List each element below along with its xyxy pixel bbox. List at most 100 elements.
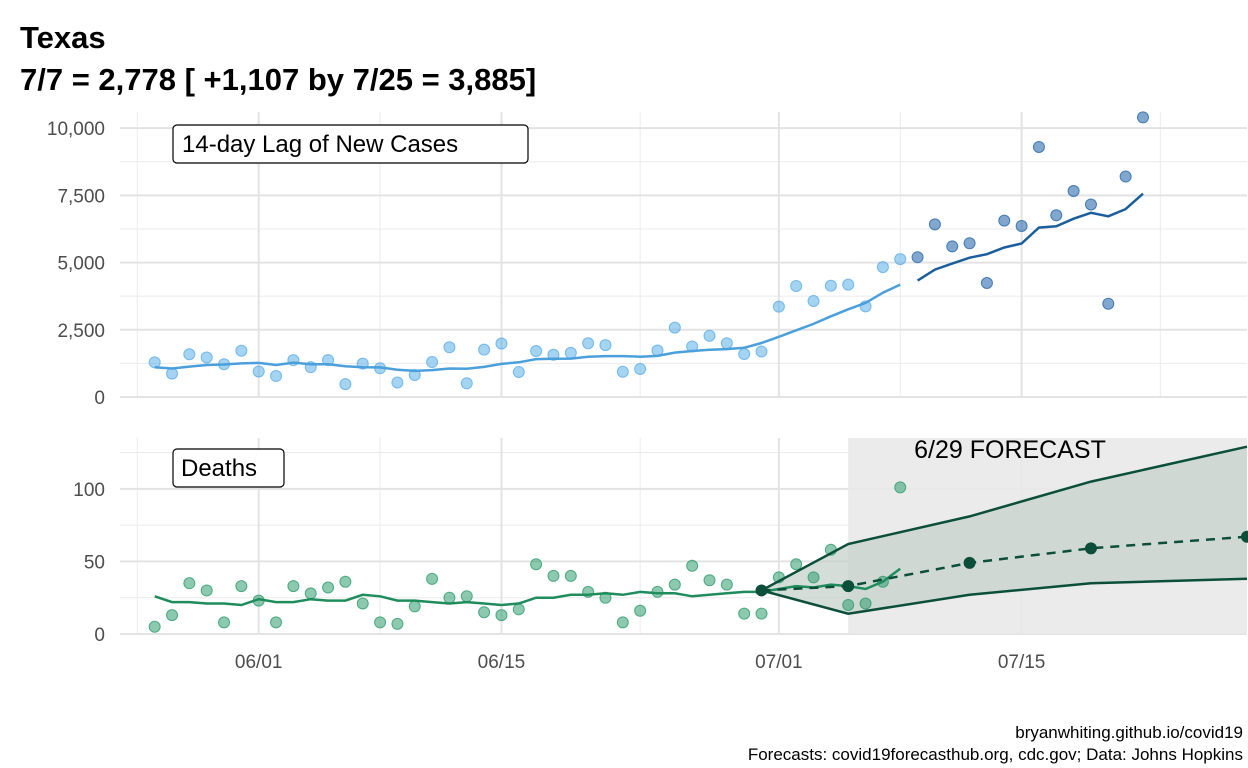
deaths-point xyxy=(859,597,872,610)
forecast-upper-bound xyxy=(760,445,1248,592)
caption-forecasts: Forecasts: covid19forecasthub.org, cdc.g… xyxy=(748,745,1243,764)
deaths-point xyxy=(738,607,751,620)
cases-forecast-point xyxy=(980,277,993,289)
x-tick-label: 07/01 xyxy=(755,652,803,673)
deaths-point xyxy=(668,578,681,591)
deaths-label-text: Deaths xyxy=(181,455,257,482)
cases-panel: 0 2,500 5,000 7,500 10,000 xyxy=(47,111,1247,409)
deaths-panel-label: Deaths xyxy=(172,448,285,488)
deaths-point xyxy=(460,590,473,603)
cases-point xyxy=(478,343,491,356)
deaths-point xyxy=(218,616,231,629)
x-tick-label: 06/15 xyxy=(478,652,526,673)
cases-point xyxy=(616,365,629,378)
y-tick-label: 7,500 xyxy=(57,186,105,207)
cases-label-box xyxy=(172,124,529,164)
cases-point xyxy=(755,345,768,358)
deaths-point xyxy=(790,558,803,571)
forecast-label: 6/29 FORECAST xyxy=(914,436,1106,464)
cases-panel-label: 14-day Lag of New Cases xyxy=(172,124,529,164)
deaths-point xyxy=(235,580,248,593)
forecast-point xyxy=(842,580,855,593)
deaths-point xyxy=(894,481,907,494)
cases-point xyxy=(495,337,508,350)
deaths-point xyxy=(634,604,647,617)
caption-source: bryanwhiting.github.io/covid19 xyxy=(1015,723,1243,742)
cases-point xyxy=(512,365,525,378)
cases-point xyxy=(807,295,820,308)
deaths-point xyxy=(339,575,352,588)
deaths-point xyxy=(287,580,300,593)
deaths-point xyxy=(304,587,317,600)
deaths-point xyxy=(443,591,456,604)
x-tick-label: 07/15 xyxy=(998,652,1046,673)
cases-forecast-point xyxy=(1050,209,1063,222)
cases-point xyxy=(634,363,647,376)
cases-point xyxy=(790,279,803,292)
cases-point xyxy=(148,356,161,369)
cases-point xyxy=(530,345,543,358)
cases-point xyxy=(391,376,404,389)
x-axis: 06/01 06/15 07/01 07/15 xyxy=(235,652,1045,673)
deaths-point xyxy=(322,581,335,594)
x-tick-label: 06/01 xyxy=(235,652,283,673)
y-tick-label: 10,000 xyxy=(47,119,105,140)
deaths-point xyxy=(183,577,196,590)
deaths-point xyxy=(755,607,768,620)
forecast-interval-band xyxy=(761,446,1247,614)
cases-point xyxy=(738,347,751,360)
forecast-point xyxy=(1084,542,1097,555)
cases-forecast-point xyxy=(946,240,959,253)
cases-point xyxy=(824,279,837,292)
cases-label-text: 14-day Lag of New Cases xyxy=(182,131,458,158)
y-tick-label: 0 xyxy=(94,388,105,409)
cases-point xyxy=(270,370,283,383)
cases-forecast-point xyxy=(1015,220,1028,232)
cases-point xyxy=(200,351,213,364)
cases-point xyxy=(582,337,595,350)
y-tick-label: 5,000 xyxy=(57,254,105,275)
cases-point xyxy=(894,253,907,266)
cases-point xyxy=(322,354,335,367)
deaths-point xyxy=(564,569,577,582)
deaths-point xyxy=(547,569,560,582)
deaths-point xyxy=(807,571,820,584)
cases-forecast-point xyxy=(1136,111,1149,124)
cases-point xyxy=(720,337,733,350)
cases-point xyxy=(339,378,352,391)
cases-point xyxy=(668,321,681,334)
cases-point xyxy=(426,356,439,369)
cases-forecast-point xyxy=(928,218,941,231)
deaths-point xyxy=(842,598,855,611)
forecast-point xyxy=(1241,530,1248,543)
cases-point xyxy=(842,278,855,291)
cases-trend-line xyxy=(154,283,901,373)
cases-forecast-point xyxy=(963,237,976,250)
deaths-point xyxy=(686,559,699,572)
cases-point xyxy=(443,341,456,354)
deaths-point xyxy=(200,584,213,597)
deaths-point xyxy=(374,616,387,629)
deaths-point xyxy=(408,600,421,613)
deaths-point xyxy=(166,609,179,622)
y-tick-label: 50 xyxy=(84,552,105,573)
deaths-point xyxy=(356,597,369,610)
deaths-point xyxy=(512,603,525,616)
forecast-point xyxy=(755,584,768,597)
deaths-point xyxy=(148,620,161,633)
deaths-point xyxy=(478,606,491,619)
cases-point xyxy=(460,377,473,390)
deaths-point xyxy=(391,617,404,630)
cases-forecast-point xyxy=(1067,185,1080,198)
cases-forecast-trend-line xyxy=(916,192,1144,282)
deaths-label-box xyxy=(172,448,285,488)
deaths-point xyxy=(703,574,716,587)
cases-point xyxy=(599,339,612,352)
cases-point xyxy=(235,344,248,357)
chart-title: Texas xyxy=(20,20,106,55)
forecast-lower-bound xyxy=(761,577,1248,615)
deaths-point xyxy=(530,558,543,571)
forecast-point xyxy=(963,556,976,569)
cases-forecast-point xyxy=(1102,297,1115,310)
